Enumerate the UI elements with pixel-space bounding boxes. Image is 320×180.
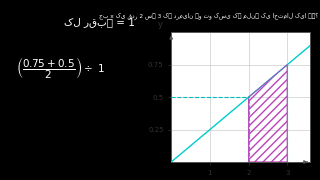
Text: y: y — [157, 20, 163, 29]
Text: جب x کی قدر 2 سے 3 کے درمیان ہو تو کسی کے ملنے کی احتمال کیا ہے؟: جب x کی قدر 2 سے 3 کے درمیان ہو تو کسی ک… — [99, 12, 318, 19]
Text: کل رقبہ = 1: کل رقبہ = 1 — [64, 17, 135, 27]
Text: $\left(\dfrac{0.75+0.5}{2}\right)\div\ 1$: $\left(\dfrac{0.75+0.5}{2}\right)\div\ 1… — [16, 55, 105, 81]
Text: x: x — [319, 165, 320, 174]
